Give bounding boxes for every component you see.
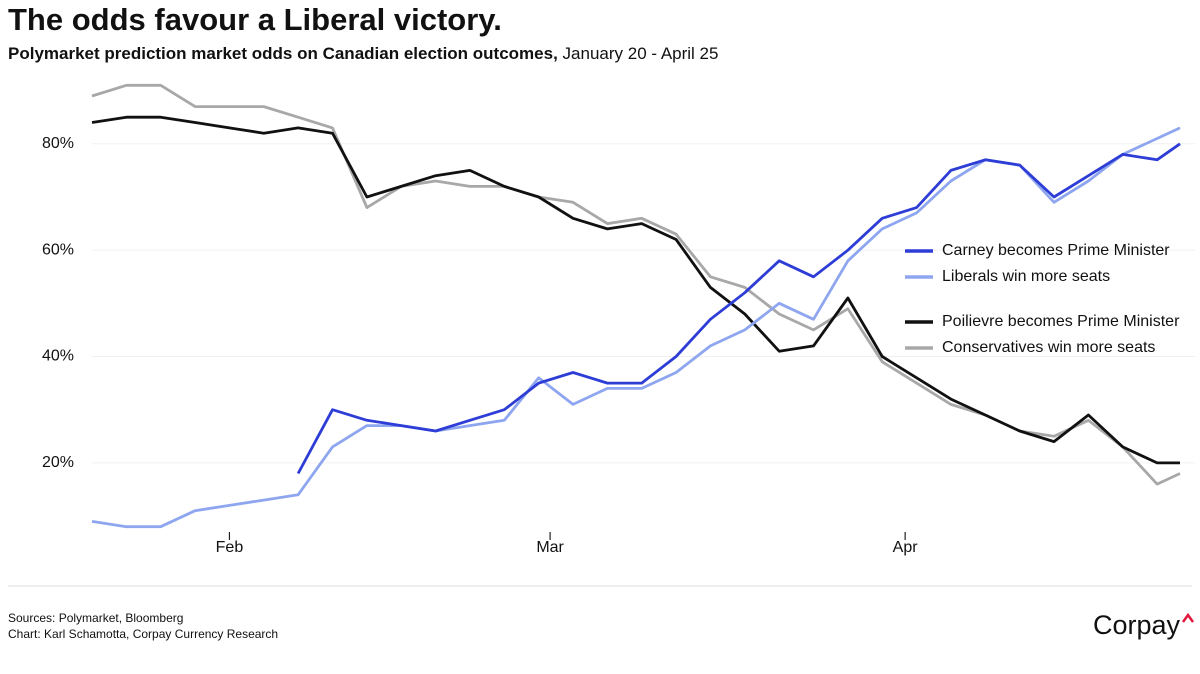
chart-subtitle: Polymarket prediction market odds on Can…: [8, 44, 718, 63]
logo-caret: [1181, 612, 1195, 623]
credit: Chart: Karl Schamotta, Corpay Currency R…: [8, 627, 278, 641]
sources: Sources: Polymarket, Bloomberg: [8, 611, 183, 625]
y-tick-label: 20%: [42, 454, 74, 471]
legend-label: Liberals win more seats: [942, 268, 1110, 285]
y-tick-label: 80%: [42, 135, 74, 152]
legend-label: Poilievre becomes Prime Minister: [942, 313, 1180, 330]
legend-label: Conservatives win more seats: [942, 339, 1155, 356]
x-tick-label: Mar: [536, 539, 564, 556]
y-tick-label: 60%: [42, 241, 74, 258]
logo: Corpay: [1093, 610, 1181, 640]
subtitle-dates: January 20 - April 25: [563, 44, 719, 63]
x-tick-label: Apr: [893, 539, 919, 556]
series-line: [296, 142, 1181, 475]
x-tick-label: Feb: [216, 539, 244, 556]
legend-label: Carney becomes Prime Minister: [942, 242, 1170, 259]
chart-title: The odds favour a Liberal victory.: [8, 2, 502, 37]
series-line: [91, 115, 1180, 465]
subtitle-main: Polymarket prediction market odds on Can…: [8, 44, 558, 63]
y-tick-label: 40%: [42, 348, 74, 365]
